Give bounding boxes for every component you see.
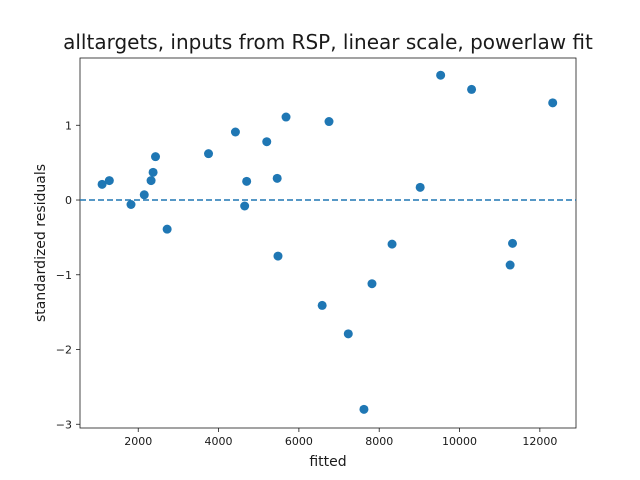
x-tick-label: 2000 bbox=[124, 435, 152, 448]
x-tick-label: 4000 bbox=[205, 435, 233, 448]
data-point bbox=[139, 190, 149, 200]
data-point bbox=[273, 251, 283, 261]
x-tick-label: 12000 bbox=[522, 435, 557, 448]
data-point bbox=[146, 176, 156, 186]
data-point bbox=[359, 404, 369, 414]
y-tick-label: 0 bbox=[65, 194, 72, 207]
y-axis: −3 −2 −1 0 1 bbox=[56, 119, 80, 431]
data-point bbox=[367, 279, 377, 289]
x-tick-label: 6000 bbox=[285, 435, 313, 448]
data-point bbox=[240, 201, 250, 211]
y-tick-label: −2 bbox=[56, 344, 72, 357]
data-point bbox=[262, 137, 272, 147]
y-tick-label: −1 bbox=[56, 269, 72, 282]
chart-title: alltargets, inputs from RSP, linear scal… bbox=[63, 30, 593, 54]
data-point bbox=[162, 224, 172, 234]
data-point bbox=[230, 127, 240, 137]
data-point bbox=[343, 329, 353, 339]
plot-area bbox=[79, 57, 577, 429]
y-tick-label: −3 bbox=[56, 418, 72, 431]
data-point bbox=[415, 182, 425, 192]
data-point bbox=[387, 239, 397, 249]
data-point bbox=[281, 112, 291, 122]
data-point bbox=[548, 98, 558, 108]
data-point bbox=[505, 260, 515, 270]
x-tick-label: 10000 bbox=[442, 435, 477, 448]
data-point bbox=[242, 176, 252, 186]
data-point bbox=[104, 176, 114, 186]
y-axis-label: standardized residuals bbox=[33, 164, 49, 322]
x-tick-label: 8000 bbox=[365, 435, 393, 448]
data-point bbox=[508, 238, 518, 248]
x-axis: 2000 4000 6000 8000 10000 12000 bbox=[124, 428, 557, 448]
x-axis-label: fitted bbox=[309, 454, 346, 470]
data-point bbox=[324, 117, 334, 127]
data-point bbox=[204, 149, 214, 159]
data-points bbox=[97, 70, 558, 414]
data-point bbox=[148, 167, 158, 177]
data-point bbox=[272, 173, 282, 183]
data-point bbox=[151, 152, 161, 162]
data-point bbox=[126, 200, 136, 210]
data-point bbox=[436, 70, 446, 80]
data-point bbox=[97, 179, 107, 189]
data-point bbox=[467, 84, 477, 94]
data-point bbox=[317, 300, 327, 310]
y-tick-label: 1 bbox=[65, 119, 72, 132]
